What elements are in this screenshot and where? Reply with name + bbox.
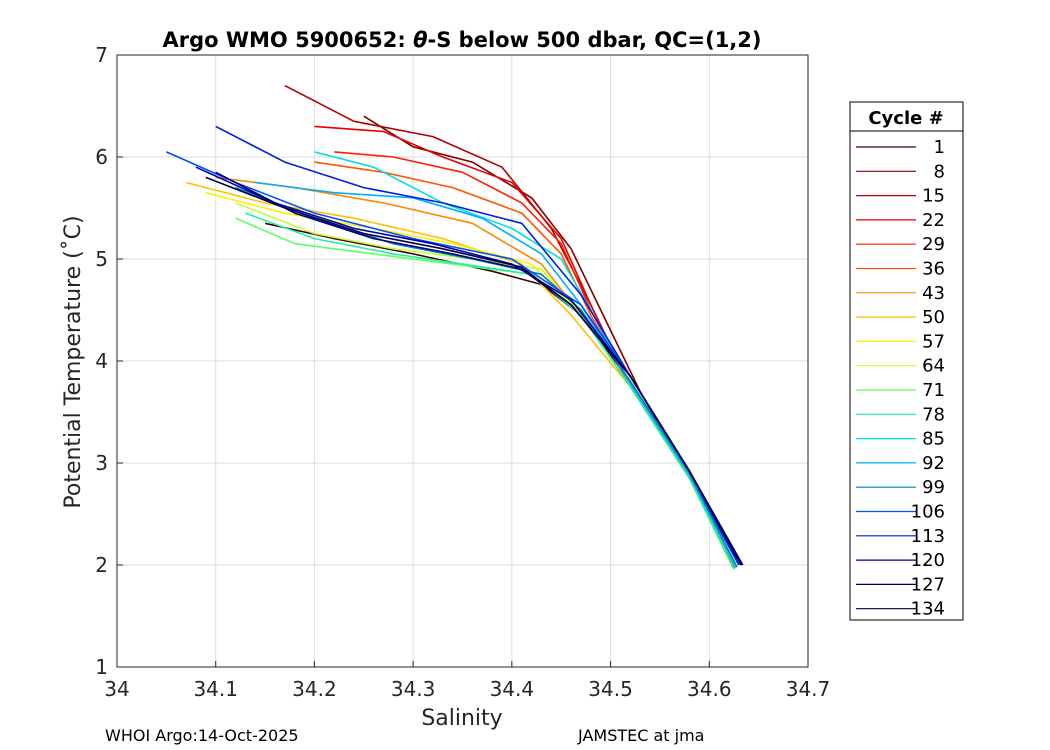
legend-label-cycle-134: 134 — [911, 599, 945, 620]
y-tick-label: 2 — [95, 553, 108, 577]
footer-right: JAMSTEC at jma — [578, 726, 705, 745]
y-tick-label: 7 — [95, 43, 108, 67]
y-tick-label: 3 — [95, 451, 108, 475]
x-tick-label: 34.7 — [786, 677, 831, 701]
legend-label-cycle-1: 1 — [934, 137, 945, 158]
legend-label-cycle-22: 22 — [922, 210, 945, 231]
legend-label-cycle-36: 36 — [922, 259, 945, 280]
legend-label-cycle-99: 99 — [922, 477, 945, 498]
chart-title: Argo WMO 5900652: θ-S below 500 dbar, QC… — [162, 28, 761, 52]
legend-box — [849, 101, 964, 621]
legend-label-cycle-127: 127 — [911, 574, 945, 595]
y-tick-label: 5 — [95, 247, 108, 271]
y-tick-label: 4 — [95, 349, 108, 373]
legend-label-cycle-57: 57 — [922, 331, 945, 352]
legend-label-cycle-43: 43 — [922, 283, 945, 304]
x-tick-label: 34 — [104, 677, 129, 701]
series-line-cycle-92 — [255, 181, 738, 568]
x-tick-label: 34.2 — [292, 677, 337, 701]
legend: Cycle # 18152229364350576471788592991061… — [849, 101, 964, 621]
y-axis-ticks: 1 2 3 4 5 6 7 — [95, 43, 123, 679]
legend-label-cycle-29: 29 — [922, 234, 945, 255]
x-axis-ticks: 34 34.1 34.2 34.3 34.4 34.5 34.6 34.7 — [104, 661, 830, 701]
footer-left: WHOI Argo:14-Oct-2025 — [105, 726, 299, 745]
legend-label-cycle-50: 50 — [922, 307, 945, 328]
legend-label-cycle-78: 78 — [922, 404, 945, 425]
x-tick-label: 34.6 — [687, 677, 732, 701]
legend-title: Cycle # — [868, 108, 943, 129]
legend-label-cycle-106: 106 — [911, 502, 945, 523]
y-tick-label: 1 — [95, 655, 108, 679]
legend-label-cycle-92: 92 — [922, 453, 945, 474]
x-tick-label: 34.3 — [391, 677, 436, 701]
x-tick-label: 34.1 — [193, 677, 238, 701]
series-layer — [166, 84, 744, 570]
series-line-cycle-134 — [205, 176, 744, 566]
y-tick-label: 6 — [95, 145, 108, 169]
legend-label-cycle-8: 8 — [934, 161, 945, 182]
x-axis-label: Salinity — [421, 706, 502, 731]
x-tick-label: 34.4 — [490, 677, 535, 701]
x-tick-label: 34.5 — [588, 677, 633, 701]
legend-items: 1 8 15 22 29 36 43 50 57 64 71 78 85 92 99 106 113 120 127… — [856, 137, 945, 620]
legend-label-cycle-15: 15 — [922, 186, 945, 207]
legend-label-cycle-113: 113 — [911, 526, 945, 547]
legend-label-cycle-64: 64 — [922, 356, 945, 377]
legend-label-cycle-71: 71 — [922, 380, 945, 401]
legend-label-cycle-85: 85 — [922, 429, 945, 450]
legend-label-cycle-120: 120 — [911, 550, 945, 571]
y-axis-label: Potential Temperature (˚C) — [61, 215, 86, 508]
